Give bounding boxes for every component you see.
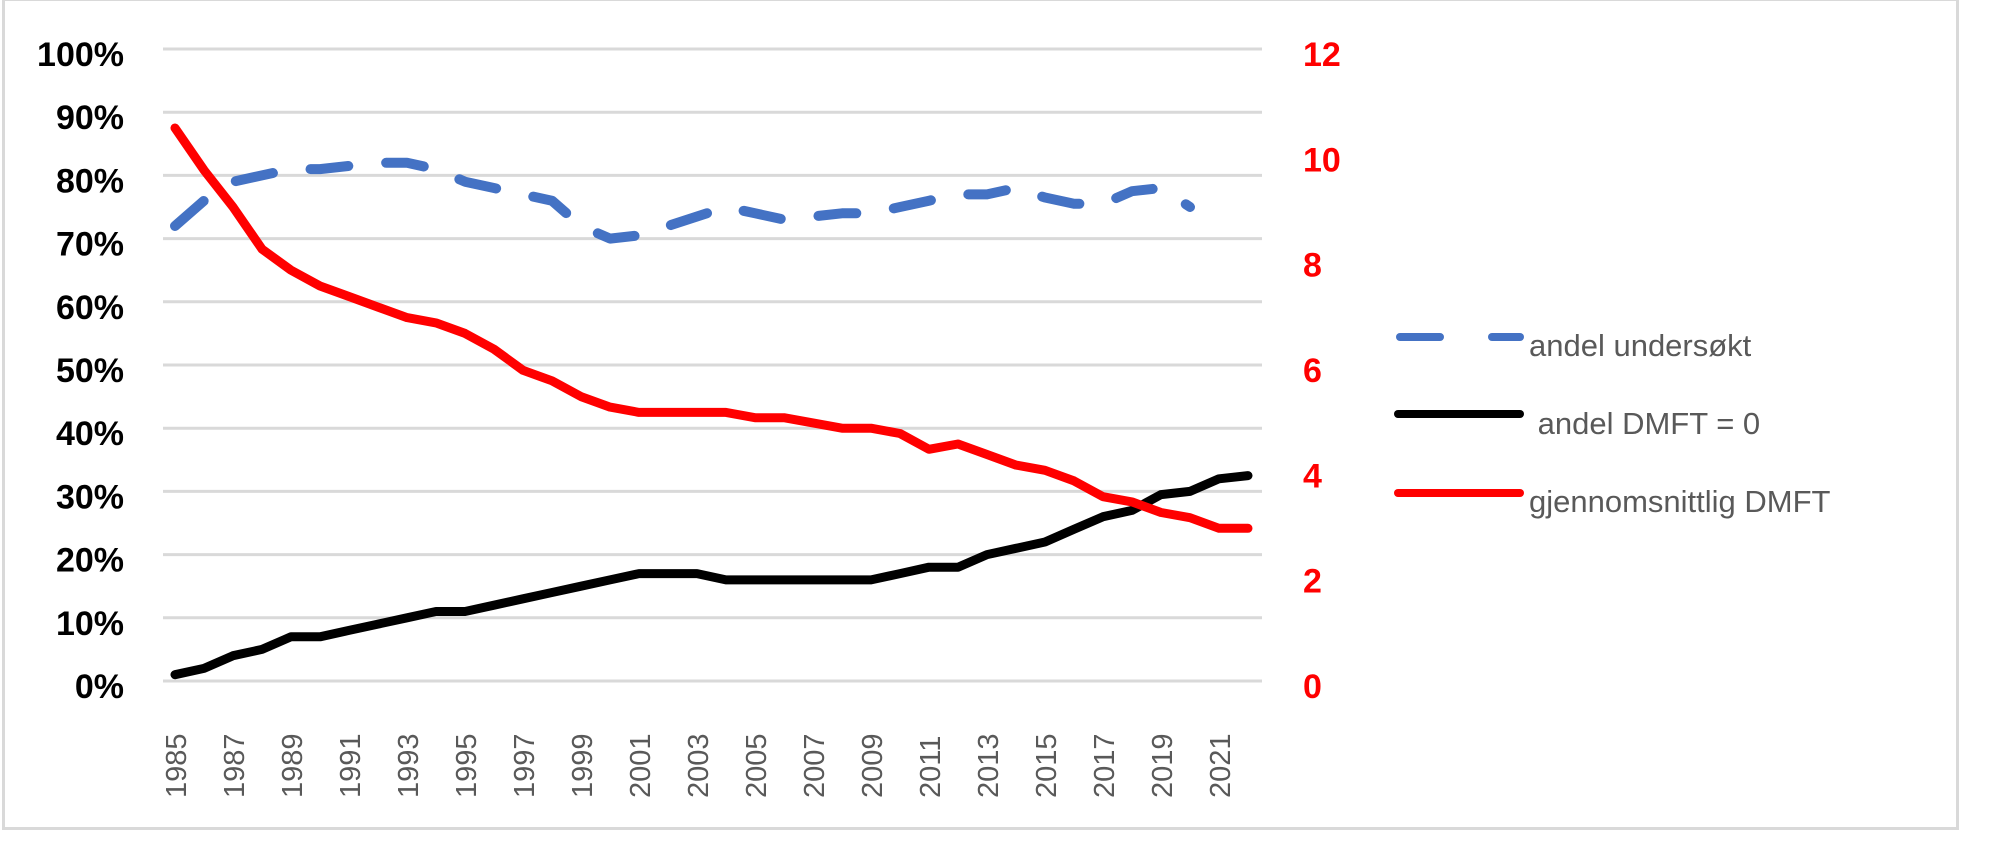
chart-frame <box>2 0 1959 830</box>
left-axis-tick-label: 20% <box>56 542 124 580</box>
legend-item-andel-undersokt: andel undersøkt <box>1396 328 1752 363</box>
left-axis-tick-label: 100% <box>37 36 124 74</box>
right-axis-tick-label: 4 <box>1303 457 1322 495</box>
x-axis-tick-label: 2005 <box>741 733 773 798</box>
right-axis-tick-label: 10 <box>1303 141 1341 179</box>
x-axis-tick-label: 2021 <box>1205 733 1237 798</box>
series-line-gjennomsnittlig-dmft <box>170 123 1253 533</box>
x-axis-tick-label: 2013 <box>973 733 1005 798</box>
legend-item-andel-dmft-0: andel DMFT = 0 <box>1394 406 1760 441</box>
legend: andel undersøkt andel DMFT = 0 gjennomsn… <box>1394 328 1831 519</box>
x-axis-tick-label: 1997 <box>509 733 541 798</box>
x-axis-tick-label: 1987 <box>219 733 251 798</box>
left-axis-tick-label: 30% <box>56 478 124 516</box>
x-axis-tick-label: 2011 <box>915 736 947 798</box>
legend-item-gjennomsnittlig-dmft: gjennomsnittlig DMFT <box>1394 484 1831 519</box>
x-axis-tick-label: 2017 <box>1089 733 1121 798</box>
x-axis-tick-label: 2009 <box>857 733 889 798</box>
x-axis-tick-label: 1993 <box>393 733 425 798</box>
series-line-andel-unders-kt <box>170 157 1195 244</box>
x-axis-tick-label: 2015 <box>1031 733 1063 798</box>
left-axis-tick-label: 80% <box>56 162 124 200</box>
left-axis-tick-label: 40% <box>56 415 124 453</box>
right-y-axis: 0 2 4 6 8 10 12 <box>1303 36 1341 706</box>
series-line-andel-dmft-0 <box>170 471 1253 680</box>
legend-label: andel undersøkt <box>1529 328 1752 363</box>
left-axis-tick-label: 90% <box>56 99 124 137</box>
left-axis-tick-label: 70% <box>56 226 124 264</box>
x-axis-tick-label: 1985 <box>161 733 193 798</box>
left-axis-tick-label: 50% <box>56 352 124 390</box>
x-axis-tick-label: 2007 <box>799 733 831 798</box>
x-axis-tick-label: 1989 <box>277 733 309 798</box>
left-axis-tick-label: 10% <box>56 605 124 643</box>
legend-label: andel DMFT = 0 <box>1529 406 1760 441</box>
right-axis-tick-label: 6 <box>1303 352 1322 390</box>
left-axis-tick-label: 0% <box>75 668 124 706</box>
x-axis-tick-label: 1995 <box>451 733 483 798</box>
x-axis: 1985 1987 1989 1991 1993 1995 1997 1999 2001 2003… <box>161 733 1237 798</box>
legend-label: gjennomsnittlig DMFT <box>1529 484 1831 519</box>
left-y-axis: 0% 10% 20% 30% 40% 50% 60% 70% 80% 90% 100% <box>37 36 124 706</box>
left-axis-tick-label: 60% <box>56 289 124 327</box>
right-axis-tick-label: 8 <box>1303 247 1322 285</box>
x-axis-tick-label: 2019 <box>1147 733 1179 798</box>
x-axis-tick-label: 1991 <box>335 733 367 798</box>
right-axis-tick-label: 0 <box>1303 668 1322 706</box>
right-axis-tick-label: 12 <box>1303 36 1341 74</box>
gridlines <box>163 47 1262 683</box>
x-axis-tick-label: 2001 <box>625 733 657 798</box>
x-axis-tick-label: 1999 <box>567 733 599 798</box>
right-axis-tick-label: 2 <box>1303 563 1322 601</box>
x-axis-tick-label: 2003 <box>683 733 715 798</box>
series-lines <box>170 123 1253 680</box>
